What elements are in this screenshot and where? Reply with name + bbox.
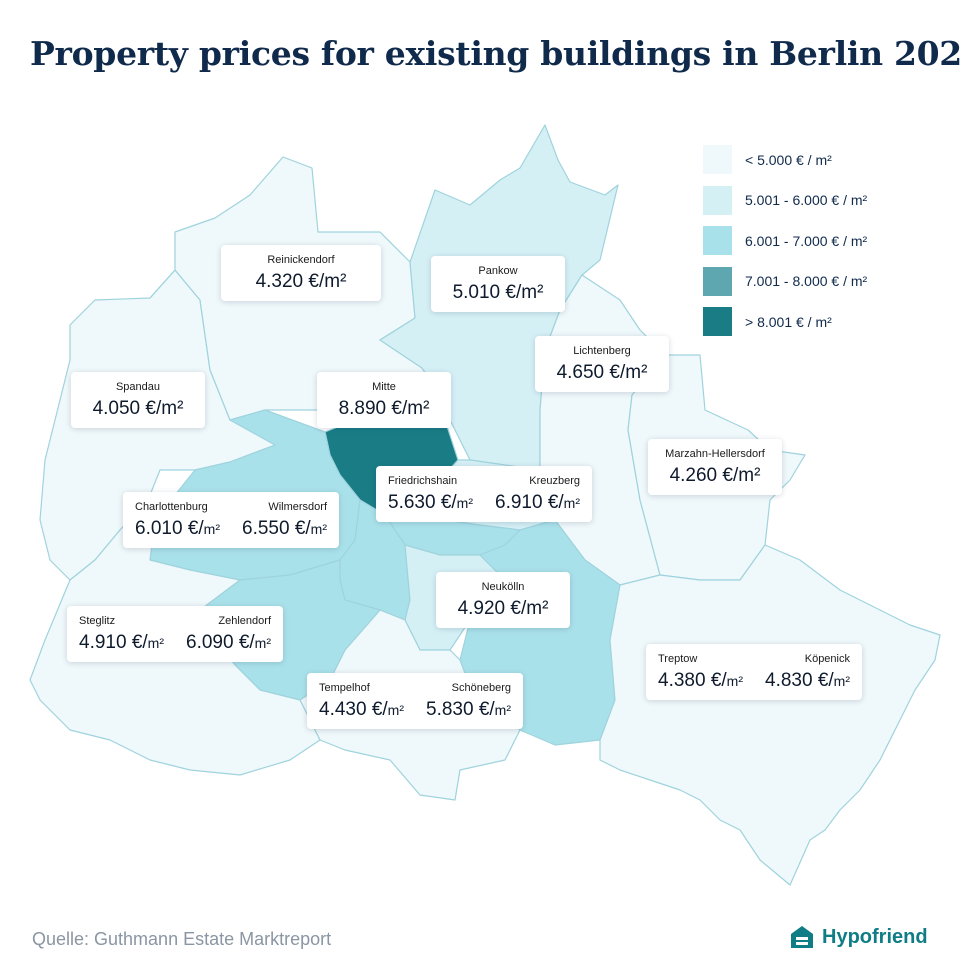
- district-name: Reinickendorf: [267, 254, 335, 266]
- district-price: 6.010 €/m²: [135, 518, 220, 539]
- district-price: 8.890 €/m²: [338, 398, 430, 419]
- district-price: 6.090 €/m²: [186, 632, 271, 653]
- district-price: 4.260 €/m²: [669, 465, 761, 486]
- district-name: Tempelhof: [319, 682, 370, 694]
- label-reinickendorf: Reinickendorf 4.320 €/m²: [221, 245, 381, 301]
- label-spandau: Spandau 4.050 €/m²: [71, 372, 205, 428]
- legend-label: 7.001 - 8.000 € / m²: [745, 273, 868, 289]
- district-price: 4.830 €/m²: [765, 670, 850, 691]
- legend-label: 5.001 - 6.000 € / m²: [745, 192, 868, 208]
- label-charlottenburg-wilmersdorf: Charlottenburg 6.010 €/m² Wilmersdorf 6.…: [123, 492, 339, 548]
- district-name: Mitte: [372, 381, 396, 393]
- label-neukoelln: Neukölln 4.920 €/m²: [436, 572, 570, 628]
- district-name: Charlottenburg: [135, 501, 208, 513]
- label-treptow-koepenick: Treptow 4.380 €/m² Köpenick 4.830 €/m²: [646, 644, 862, 700]
- legend-swatch: [703, 226, 732, 255]
- district-name: Steglitz: [79, 615, 116, 627]
- district-price: 4.430 €/m²: [319, 699, 404, 720]
- district-name: Wilmersdorf: [268, 501, 327, 513]
- district-price: 4.050 €/m²: [92, 398, 184, 419]
- label-tempelhof-schoeneberg: Tempelhof 4.430 €/m² Schöneberg 5.830 €/…: [307, 673, 523, 729]
- district-price: 4.320 €/m²: [255, 271, 347, 292]
- label-mitte: Mitte 8.890 €/m²: [317, 372, 451, 428]
- district-price: 4.380 €/m²: [658, 670, 743, 691]
- source-note: Quelle: Guthmann Estate Marktreport: [32, 929, 332, 949]
- district-price: 4.910 €/m²: [79, 632, 164, 653]
- legend-item: 7.001 - 8.000 € / m²: [703, 266, 868, 296]
- district-price: 4.920 €/m²: [457, 598, 549, 619]
- district-name: Treptow: [658, 653, 698, 665]
- legend-label: < 5.000 € / m²: [745, 151, 832, 168]
- district-name: Neukölln: [481, 581, 525, 593]
- legend-label: > 8.001 € / m²: [745, 313, 832, 330]
- label-marzahn-hellersdorf: Marzahn-Hellersdorf 4.260 €/m²: [648, 439, 782, 495]
- brand-logo: Hypofriend: [789, 924, 928, 950]
- district-name: Zehlendorf: [218, 615, 271, 627]
- district-name: Kreuzberg: [529, 475, 580, 487]
- district-price: 5.830 €/m²: [426, 699, 511, 720]
- map-legend: < 5.000 € / m² 5.001 - 6.000 € / m² 6.00…: [703, 145, 867, 348]
- legend-item: 5.001 - 6.000 € / m²: [703, 185, 868, 215]
- district-name: Friedrichshain: [388, 475, 458, 487]
- page-title: Property prices for existing buildings i…: [30, 34, 961, 73]
- district-price: 5.630 €/m²: [388, 492, 473, 513]
- legend-item: > 8.001 € / m²: [703, 307, 867, 336]
- district-treptow-koepenick: [599, 544, 941, 886]
- district-name: Schöneberg: [451, 682, 511, 694]
- district-name: Lichtenberg: [573, 345, 631, 357]
- legend-swatch: [703, 266, 732, 296]
- district-price: 6.910 €/m²: [495, 492, 580, 513]
- legend-swatch: [703, 307, 732, 336]
- district-name: Marzahn-Hellersdorf: [665, 448, 765, 460]
- legend-item: < 5.000 € / m²: [703, 145, 867, 174]
- legend-swatch: [703, 145, 732, 174]
- district-price: 5.010 €/m²: [452, 282, 544, 303]
- legend-label: 6.001 - 7.000 € / m²: [745, 232, 868, 249]
- legend-item: 6.001 - 7.000 € / m²: [703, 226, 867, 255]
- label-lichtenberg: Lichtenberg 4.650 €/m²: [535, 336, 669, 392]
- house-logo-icon: [791, 926, 813, 948]
- brand-name: Hypofriend: [822, 925, 928, 948]
- district-name: Köpenick: [804, 653, 850, 665]
- district-price: 6.550 €/m²: [242, 518, 327, 539]
- district-name: Pankow: [478, 265, 518, 277]
- label-pankow: Pankow 5.010 €/m²: [431, 256, 565, 312]
- label-friedrichshain-kreuzberg: Friedrichshain 5.630 €/m² Kreuzberg 6.91…: [376, 466, 592, 522]
- label-steglitz-zehlendorf: Steglitz 4.910 €/m² Zehlendorf 6.090 €/m…: [67, 606, 283, 662]
- district-price: 4.650 €/m²: [556, 362, 648, 383]
- district-name: Spandau: [115, 381, 161, 393]
- legend-swatch: [703, 185, 732, 215]
